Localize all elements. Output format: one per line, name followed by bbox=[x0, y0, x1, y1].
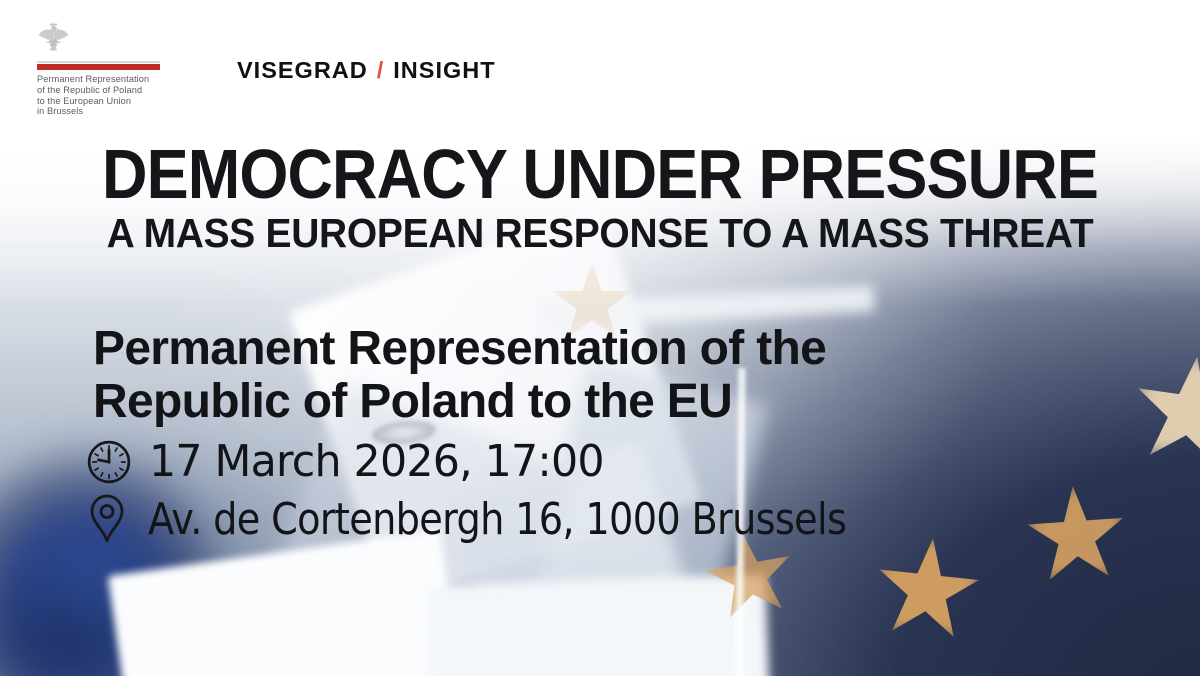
logo-text-line: Permanent Representation bbox=[37, 74, 150, 84]
address-text: Av. de Cortenbergh 16, 1000 Brussels bbox=[148, 494, 847, 545]
polish-eagle-icon bbox=[38, 22, 69, 51]
datetime-row: 17 March 2026, 17:00 bbox=[86, 436, 618, 488]
logo-text-line: in Brussels bbox=[37, 106, 84, 117]
clock-icon bbox=[87, 440, 131, 484]
insight-word: INSIGHT bbox=[393, 57, 496, 83]
venue-line: Permanent Representation of the bbox=[93, 322, 827, 375]
slash-separator: / bbox=[376, 57, 385, 83]
logo-text-line: of the Republic of Poland bbox=[37, 84, 143, 95]
visegrad-word: VISEGRAD bbox=[237, 57, 368, 83]
event-title: DEMOCRACY UNDER PRESSURE bbox=[102, 135, 1099, 213]
location-pin-icon bbox=[90, 494, 124, 543]
address-row: Av. de Cortenbergh 16, 1000 Brussels bbox=[90, 494, 951, 546]
logo-red-bar bbox=[37, 64, 160, 70]
datetime-text: 17 March 2026, 17:00 bbox=[149, 436, 605, 487]
venue-line: Republic of Poland to the EU bbox=[93, 375, 733, 428]
logo-hairline bbox=[37, 61, 160, 63]
poland-permrep-logo: Permanent Representation of the Republic… bbox=[20, 8, 168, 116]
event-subtitle: A MASS EUROPEAN RESPONSE TO A MASS THREA… bbox=[106, 210, 1094, 256]
logo-text-line: to the European Union bbox=[37, 95, 132, 106]
visegrad-insight-logo: VISEGRAD / INSIGHT bbox=[237, 57, 496, 84]
venue-name: Permanent Representation of the Republic… bbox=[93, 322, 827, 428]
logo-text: Permanent Representation of the Republic… bbox=[37, 74, 149, 117]
